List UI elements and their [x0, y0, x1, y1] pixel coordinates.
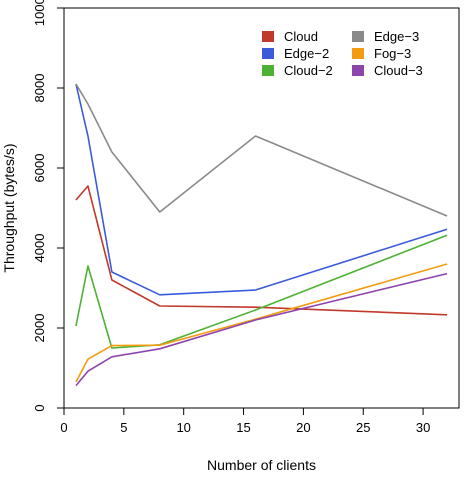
y-tick-label: 6000: [32, 154, 47, 183]
series-line-1: [75, 83, 448, 296]
plot-frame: [63, 7, 460, 409]
legend-label: Cloud−3: [374, 63, 423, 78]
x-axis-title: Number of clients: [207, 457, 316, 473]
legend-swatch: [352, 48, 364, 59]
legend-swatch: [262, 65, 274, 76]
x-tick-label: 10: [176, 420, 190, 435]
y-tick-label: 10000: [32, 0, 47, 26]
y-axis-title: Throughput (bytes/s): [1, 143, 17, 272]
axes: 0 5 10 15 20 25 30 0 2000 4000 6000 8000 10000: [32, 0, 430, 435]
y-tick-label: 4000: [32, 234, 47, 263]
series-line-2: [75, 234, 448, 349]
series-line-4: [75, 263, 448, 383]
series-line-0: [75, 185, 448, 316]
x-tick-label: 30: [416, 420, 430, 435]
series-lines: [75, 83, 448, 387]
legend-swatch: [262, 31, 274, 42]
legend-swatch: [352, 65, 364, 76]
x-tick-label: 20: [296, 420, 310, 435]
legend-label: Edge−2: [284, 46, 329, 61]
legend-label: Cloud: [284, 29, 318, 44]
x-tick-label: 25: [356, 420, 370, 435]
legend-label: Edge−3: [374, 29, 419, 44]
legend-label: Cloud−2: [284, 63, 333, 78]
x-tick-label: 0: [60, 420, 67, 435]
y-tick-label: 0: [32, 404, 47, 411]
x-tick-label: 15: [236, 420, 250, 435]
y-tick-label: 2000: [32, 314, 47, 343]
series-line-3: [75, 83, 448, 217]
series-line-5: [75, 272, 448, 387]
legend-swatch: [262, 48, 274, 59]
legend-label: Fog−3: [374, 46, 411, 61]
plot-area: [63, 7, 460, 409]
legend: Cloud Edge−2 Cloud−2 Edge−3 Fog−3 Cloud−3: [262, 29, 423, 78]
legend-swatch: [352, 31, 364, 42]
y-tick-label: 8000: [32, 74, 47, 103]
x-tick-label: 5: [120, 420, 127, 435]
